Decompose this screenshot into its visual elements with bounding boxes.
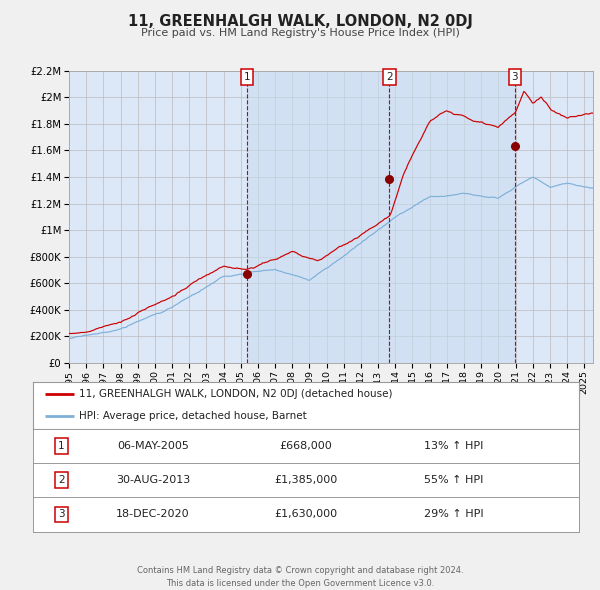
Text: £668,000: £668,000 xyxy=(280,441,332,451)
Bar xyxy=(247,71,389,363)
Text: 1: 1 xyxy=(244,72,250,82)
Text: 06-MAY-2005: 06-MAY-2005 xyxy=(117,441,189,451)
Text: 2: 2 xyxy=(58,476,65,485)
Text: 29% ↑ HPI: 29% ↑ HPI xyxy=(424,510,483,519)
Bar xyxy=(389,71,515,363)
Text: Contains HM Land Registry data © Crown copyright and database right 2024.
This d: Contains HM Land Registry data © Crown c… xyxy=(137,566,463,588)
Text: 11, GREENHALGH WALK, LONDON, N2 0DJ: 11, GREENHALGH WALK, LONDON, N2 0DJ xyxy=(128,14,472,30)
Text: 55% ↑ HPI: 55% ↑ HPI xyxy=(424,476,483,485)
Text: 2: 2 xyxy=(386,72,393,82)
Text: £1,385,000: £1,385,000 xyxy=(274,476,338,485)
Text: 1: 1 xyxy=(58,441,65,451)
Text: 30-AUG-2013: 30-AUG-2013 xyxy=(116,476,190,485)
Text: 3: 3 xyxy=(512,72,518,82)
Text: Price paid vs. HM Land Registry's House Price Index (HPI): Price paid vs. HM Land Registry's House … xyxy=(140,28,460,38)
Text: HPI: Average price, detached house, Barnet: HPI: Average price, detached house, Barn… xyxy=(79,411,307,421)
Text: 13% ↑ HPI: 13% ↑ HPI xyxy=(424,441,483,451)
Text: 3: 3 xyxy=(58,510,65,519)
Text: 11, GREENHALGH WALK, LONDON, N2 0DJ (detached house): 11, GREENHALGH WALK, LONDON, N2 0DJ (det… xyxy=(79,389,393,399)
Text: 18-DEC-2020: 18-DEC-2020 xyxy=(116,510,190,519)
Text: £1,630,000: £1,630,000 xyxy=(274,510,338,519)
